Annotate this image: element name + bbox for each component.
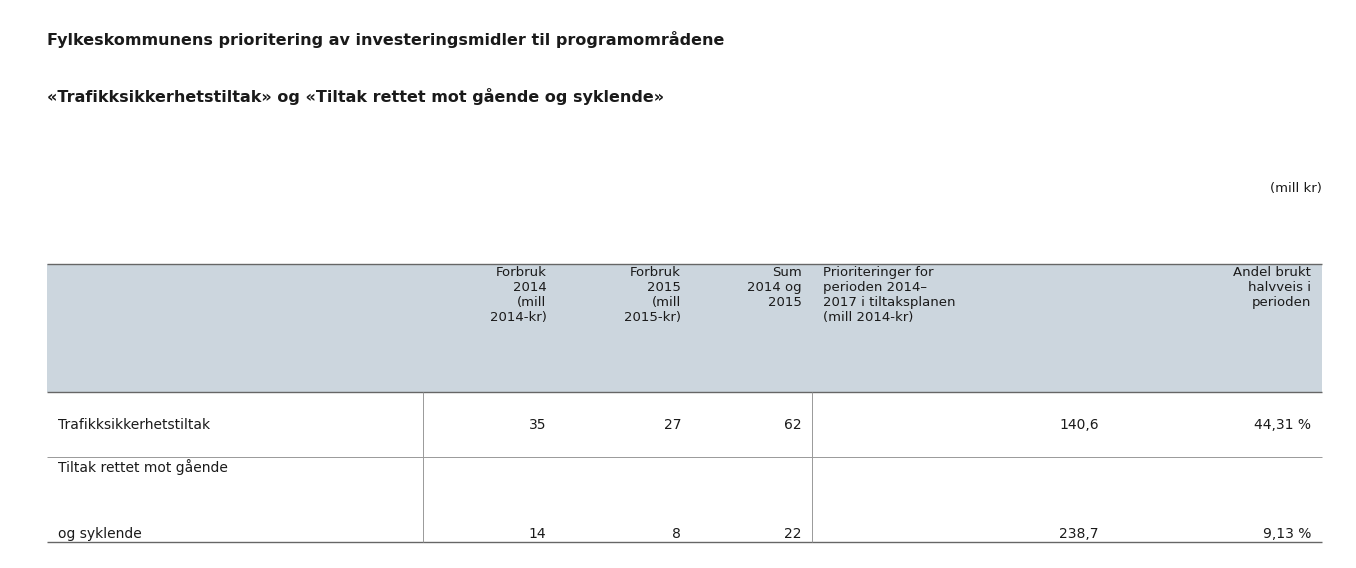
- Text: 14: 14: [529, 527, 546, 541]
- Text: 22: 22: [784, 527, 801, 541]
- Text: 35: 35: [529, 417, 546, 432]
- Text: Tiltak rettet mot gående: Tiltak rettet mot gående: [58, 460, 228, 475]
- Text: «Trafikksikkerhetstiltak» og «Tiltak rettet mot gående og syklende»: «Trafikksikkerhetstiltak» og «Tiltak ret…: [47, 88, 664, 105]
- Text: 9,13 %: 9,13 %: [1262, 527, 1311, 541]
- Text: Fylkeskommunens prioritering av investeringsmidler til programområdene: Fylkeskommunens prioritering av invester…: [47, 31, 725, 48]
- Bar: [47, 391, 1322, 457]
- Bar: [47, 264, 1322, 391]
- Text: Andel brukt
halvveis i
perioden: Andel brukt halvveis i perioden: [1234, 266, 1311, 310]
- Text: Forbruk
2015
(mill
2015-kr): Forbruk 2015 (mill 2015-kr): [624, 266, 681, 324]
- Bar: [47, 457, 1322, 542]
- Text: (mill kr): (mill kr): [1271, 182, 1322, 195]
- Text: Prioriteringer for
perioden 2014–
2017 i tiltaksplanen
(mill 2014-kr): Prioriteringer for perioden 2014– 2017 i…: [823, 266, 956, 324]
- Text: 27: 27: [663, 417, 681, 432]
- Text: Forbruk
2014
(mill
2014-kr): Forbruk 2014 (mill 2014-kr): [490, 266, 546, 324]
- Text: Trafikksikkerhetstiltak: Trafikksikkerhetstiltak: [58, 417, 210, 432]
- Text: 238,7: 238,7: [1059, 527, 1098, 541]
- Text: og syklende: og syklende: [58, 527, 142, 541]
- Text: 140,6: 140,6: [1059, 417, 1098, 432]
- Text: 62: 62: [784, 417, 801, 432]
- Text: 8: 8: [673, 527, 681, 541]
- Text: 44,31 %: 44,31 %: [1254, 417, 1311, 432]
- Text: Sum
2014 og
2015: Sum 2014 og 2015: [747, 266, 801, 310]
